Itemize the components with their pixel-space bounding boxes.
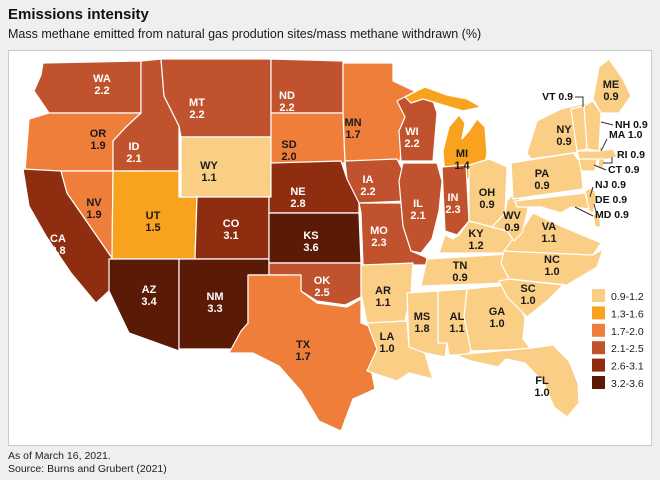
callout-line-ma — [600, 138, 608, 152]
callout-line-de — [593, 203, 598, 216]
callout-layer: VT 0.9 NH 0.9MA 1.0 RI 0.9 CT 0.9 NJ 0.9 DE 0… — [542, 91, 648, 221]
state-label-fl: FL 1.0 — [534, 375, 549, 399]
state-label-tn: TN 0.9 — [452, 260, 467, 284]
callout-label-vt: VT 0.9 — [542, 91, 573, 103]
callout-line-md — [574, 206, 594, 217]
callout-label-md: MD 0.9 — [595, 209, 629, 221]
state-label-in: IN 2.3 — [445, 192, 460, 216]
legend-label-2.1-2.5: 2.1-2.5 — [611, 343, 644, 355]
state-me — [592, 58, 632, 114]
state-label-ks: KS 3.6 — [303, 230, 318, 254]
state-label-nc: NC 1.0 — [544, 254, 560, 278]
legend-label-2.6-3.1: 2.6-3.1 — [611, 361, 644, 373]
as-of-date: As of March 16, 2021. — [8, 450, 111, 462]
callout-label-ri: RI 0.9 — [617, 149, 645, 161]
state-label-nv: NV 1.9 — [86, 197, 102, 221]
state-label-nd: ND 2.2 — [279, 90, 295, 114]
state-az — [108, 258, 180, 352]
chart-subtitle: Mass methane emitted from natural gas pr… — [8, 27, 482, 41]
legend-label-1.3-1.6: 1.3-1.6 — [611, 308, 644, 320]
state-label-oh: OH 0.9 — [479, 187, 496, 211]
state-in — [441, 164, 470, 236]
state-il — [398, 162, 443, 254]
state-mi-part1 — [404, 86, 482, 112]
legend-label-1.7-2.0: 1.7-2.0 — [611, 326, 644, 338]
state-labels-layer: WA 2.2 OR 1.9 CA 2.8 NV 1.9 ID 2.1 UT 1.5 AZ 3.4 MT 2.2… — [50, 73, 619, 399]
legend-swatch-1.7-2.0 — [592, 323, 605, 337]
state-label-ar: AR 1.1 — [375, 285, 391, 309]
state-label-pa: PA 0.9 — [534, 168, 549, 192]
callout-line-nh — [600, 121, 614, 126]
legend-swatch-1.3-1.6 — [592, 306, 605, 320]
legend-swatch-0.9-1.2 — [592, 289, 605, 302]
source-line: Source: Burns and Grubert (2021) — [8, 463, 167, 475]
us-choropleth-map: WA 2.2 OR 1.9 CA 2.8 NV 1.9 ID 2.1 UT 1.5 AZ 3.4 MT 2.2… — [22, 58, 648, 432]
state-label-ut: UT 1.5 — [145, 210, 160, 234]
state-label-ny: NY 0.9 — [556, 124, 572, 148]
state-label-wi: WI 2.2 — [404, 126, 419, 150]
chart-title: Emissions intensity — [8, 6, 149, 23]
state-label-il: IL 2.1 — [410, 198, 425, 222]
state-label-va: VA 1.1 — [541, 221, 556, 245]
callout-label-nh: NH 0.9 — [615, 119, 648, 131]
callout-line-vt — [575, 96, 584, 107]
state-nh — [583, 100, 602, 152]
state-label-sd: SD 2.0 — [281, 139, 296, 163]
callout-label-de: DE 0.9 — [595, 194, 627, 206]
state-label-mi: MI 1.4 — [454, 148, 470, 172]
state-md — [514, 192, 590, 214]
state-label-co: CO 3.1 — [223, 218, 240, 242]
legend: 0.9-1.2 1.3-1.6 1.7-2.0 2.1-2.5 2.6-3.1 3.2-3… — [592, 289, 644, 390]
state-label-wy: WY 1.1 — [200, 160, 218, 184]
state-label-or: OR 1.9 — [90, 128, 107, 152]
state-ct — [578, 158, 598, 172]
callout-line-nj — [589, 186, 594, 198]
state-label-mt: MT 2.2 — [189, 97, 205, 121]
callout-label-ct: CT 0.9 — [608, 164, 640, 176]
state-label-ok: OK 2.5 — [314, 275, 331, 299]
callout-label-ma: MA 1.0 — [609, 129, 643, 141]
state-label-ia: IA 2.2 — [360, 174, 375, 198]
state-tx — [228, 274, 382, 432]
state-label-me: ME 0.9 — [603, 79, 620, 103]
map-panel: WA 2.2 OR 1.9 CA 2.8 NV 1.9 ID 2.1 UT 1.5 AZ 3.4 MT 2.2… — [8, 50, 652, 446]
callout-label-nj: NJ 0.9 — [595, 179, 626, 191]
callout-line-ri — [603, 157, 613, 164]
state-label-id: ID 2.1 — [126, 141, 141, 165]
legend-swatch-2.6-3.1 — [592, 358, 605, 372]
state-label-sc: SC 1.0 — [520, 283, 535, 307]
state-wa — [33, 60, 142, 114]
state-label-ne: NE 2.8 — [290, 186, 305, 210]
legend-label-3.2-3.6: 3.2-3.6 — [611, 378, 644, 390]
legend-label-0.9-1.2: 0.9-1.2 — [611, 291, 644, 303]
state-label-tx: TX 1.7 — [295, 339, 310, 363]
state-label-nm: NM 3.3 — [206, 291, 223, 315]
state-wy — [180, 136, 272, 198]
legend-swatch-3.2-3.6 — [592, 376, 605, 389]
states-layer — [22, 58, 632, 432]
state-label-wv: WV 0.9 — [503, 210, 521, 234]
state-label-ms: MS 1.8 — [414, 311, 431, 335]
state-label-al: AL 1.1 — [449, 311, 464, 335]
state-fl — [455, 344, 580, 418]
legend-swatch-2.1-2.5 — [592, 341, 605, 355]
footnote: As of March 16, 2021. Source: Burns and … — [8, 450, 167, 476]
state-label-wa: WA 2.2 — [93, 73, 111, 97]
state-label-ca: CA 2.8 — [50, 233, 66, 257]
callout-line-ct — [593, 164, 607, 171]
state-label-mn: MN 1.7 — [344, 117, 361, 141]
state-label-mo: MO 2.3 — [370, 225, 388, 249]
state-label-ky: KY 1.2 — [468, 228, 484, 252]
state-label-az: AZ 3.4 — [141, 284, 157, 308]
state-label-ga: GA 1.0 — [489, 306, 506, 330]
state-label-la: LA 1.0 — [379, 331, 394, 355]
